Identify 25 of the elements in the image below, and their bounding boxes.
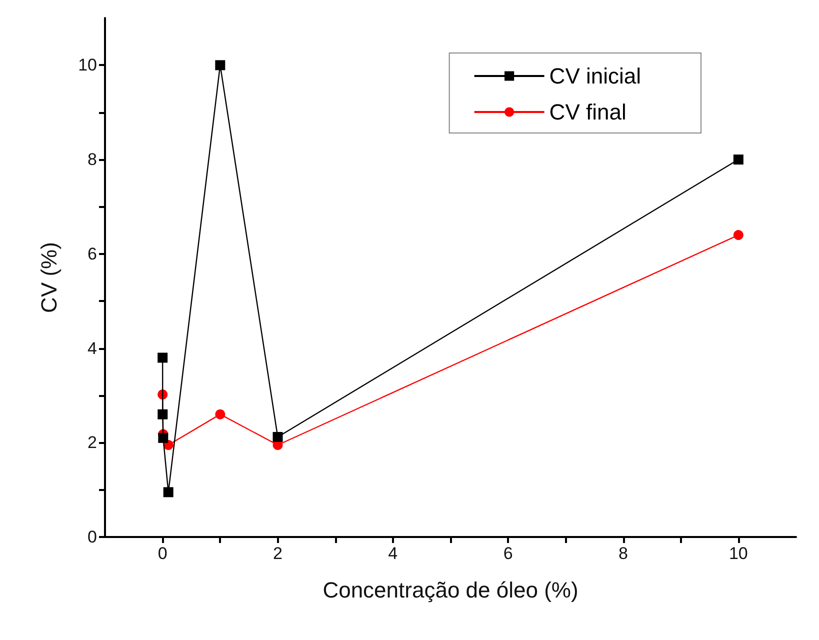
- x-tick-label: 8: [618, 544, 628, 563]
- y-tick-label: 0: [88, 528, 97, 546]
- point: [733, 230, 744, 240]
- legend-label: CV inicial: [549, 64, 642, 88]
- x-tick-label: 4: [388, 544, 398, 563]
- point: [158, 409, 168, 420]
- point: [733, 154, 744, 165]
- point: [158, 352, 168, 363]
- point: [215, 409, 226, 420]
- y-axis-title: CV (%): [36, 242, 62, 313]
- y-tick-label: 8: [88, 150, 97, 170]
- x-axis-title: Concentração de óleo (%): [322, 578, 578, 602]
- point: [272, 432, 283, 442]
- point: [163, 487, 174, 498]
- point: [215, 60, 226, 70]
- y-tick-label: 2: [88, 433, 97, 452]
- x-tick-label: 0: [158, 544, 168, 563]
- x-tick-label: 10: [728, 544, 748, 563]
- legend-label: CV final: [549, 100, 626, 124]
- x-tick-label: 2: [273, 544, 282, 563]
- y-tick-label: 4: [88, 338, 97, 358]
- x-tick-label: 6: [503, 544, 513, 563]
- y-tick-label: 10: [78, 56, 97, 75]
- y-tick-label: 6: [88, 244, 97, 264]
- point: [158, 432, 168, 443]
